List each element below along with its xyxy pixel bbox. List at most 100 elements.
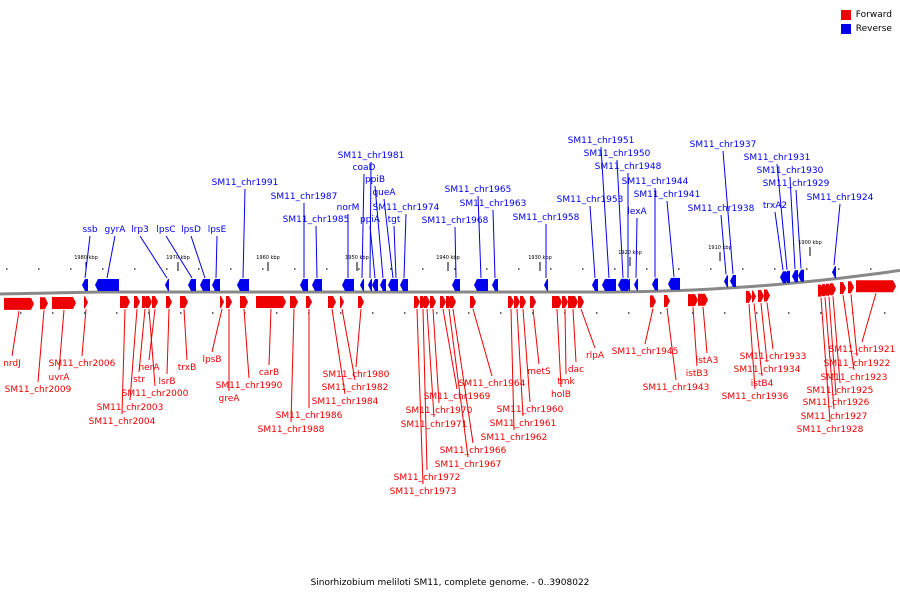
forward-gene-label: metS <box>527 367 551 377</box>
reverse-leader <box>720 214 727 275</box>
forward-gene-feature <box>568 296 578 308</box>
forward-leader <box>666 307 677 381</box>
tick-dot <box>390 268 392 270</box>
forward-gene-feature <box>746 290 752 303</box>
forward-gene-feature <box>514 296 520 308</box>
forward-gene-label: SM11_chr1966 <box>440 446 507 456</box>
reverse-gene-feature <box>452 279 460 291</box>
forward-leader <box>748 303 756 390</box>
reverse-gene-label: SM11_chr1987 <box>271 192 338 202</box>
reverse-leader <box>383 198 394 279</box>
forward-gene-label: SM11_chr1988 <box>258 425 325 435</box>
reverse-gene-feature <box>780 271 786 284</box>
tick-dot <box>230 268 232 270</box>
forward-leader <box>426 308 435 418</box>
reverse-gene-feature <box>165 279 169 291</box>
forward-gene-feature <box>328 296 336 308</box>
forward-gene-feature <box>290 296 298 308</box>
tick-dot <box>838 268 840 270</box>
reverse-gene-label: ssb <box>82 225 97 235</box>
forward-gene-feature <box>134 296 140 308</box>
scale-label: 1940 kbp <box>436 255 460 261</box>
reverse-swatch <box>840 24 851 34</box>
reverse-gene-feature <box>492 279 498 291</box>
reverse-leader <box>215 235 218 279</box>
reverse-leader <box>165 235 193 279</box>
reverse-leader <box>369 161 372 279</box>
forward-gene-label: istB3 <box>686 369 709 379</box>
reverse-gene-feature <box>95 279 119 291</box>
tick-dot <box>660 312 662 314</box>
reverse-gene-feature <box>380 279 386 291</box>
forward-gene-label: SM11_chr1921 <box>829 345 896 355</box>
reverse-leader <box>795 189 802 269</box>
tick-dot <box>678 268 680 270</box>
forward-gene-label: SM11_chr1945 <box>612 347 679 357</box>
scale-label: 1980 kbp <box>74 255 98 261</box>
forward-gene-feature <box>256 296 286 308</box>
reverse-leader <box>190 235 206 279</box>
reverse-gene-label: SM11_chr1941 <box>634 190 701 200</box>
reverse-gene-label: lpsE <box>208 225 227 235</box>
reverse-gene-label: ppiA <box>360 215 381 225</box>
forward-leader <box>532 308 540 365</box>
tick-dot <box>358 268 360 270</box>
forward-gene-feature <box>450 296 456 308</box>
forward-gene-label: SM11_chr1964 <box>459 379 526 389</box>
reverse-leader <box>616 159 624 278</box>
tick-dot <box>500 312 502 314</box>
forward-gene-label: holB <box>551 390 571 400</box>
reverse-gene-label: SM11_chr1968 <box>422 216 489 226</box>
forward-gene-label: SM11_chr2006 <box>49 359 116 369</box>
tick-dot <box>454 268 456 270</box>
map-caption: Sinorhizobium meliloti SM11, complete ge… <box>310 578 590 588</box>
forward-gene-label: SM11_chr1971 <box>401 420 468 430</box>
forward-leader <box>828 296 837 396</box>
forward-gene-feature <box>430 296 436 308</box>
reverse-gene-feature <box>724 275 728 288</box>
forward-gene-feature <box>52 296 76 309</box>
forward-gene-feature <box>358 296 364 308</box>
forward-leader <box>760 302 768 363</box>
reverse-leader <box>369 225 376 279</box>
reverse-gene-label: SM11_chr1938 <box>688 204 755 214</box>
reverse-gene-label: SM11_chr1924 <box>807 193 874 203</box>
reverse-leader <box>374 185 384 279</box>
tick-dot <box>628 312 630 314</box>
forward-gene-label: trxB <box>178 363 197 373</box>
forward-leader <box>702 306 708 354</box>
forward-gene-label: uvrA <box>49 373 71 383</box>
tick-dot <box>372 312 374 314</box>
reverse-gene-label: SM11_chr1948 <box>595 162 662 172</box>
tick-dot <box>84 312 86 314</box>
forward-leader <box>516 308 524 417</box>
genome-backbone <box>0 268 900 314</box>
reverse-strand: ssb gyrA lrp3 lpsC lpsD lpsE SM11_chr1991 SM11_… <box>82 136 874 291</box>
forward-gene-label: SM11_chr2004 <box>89 417 156 427</box>
reverse-gene-label: trxA2 <box>763 201 787 211</box>
forward-gene-label: SM11_chr1961 <box>490 419 557 429</box>
forward-gene-label: SM11_chr1923 <box>821 373 888 383</box>
reverse-leader <box>393 225 397 279</box>
tick-dot <box>724 312 726 314</box>
forward-gene-label: SM11_chr1970 <box>406 406 473 416</box>
tick-dot <box>422 268 424 270</box>
forward-leader <box>290 308 295 423</box>
forward-gene-label: SM11_chr1936 <box>722 392 789 402</box>
forward-gene-feature <box>414 296 420 308</box>
reverse-leader <box>492 209 496 279</box>
reverse-leader <box>666 200 675 277</box>
forward-gene-label: SM11_chr1986 <box>276 411 343 421</box>
reverse-gene-feature <box>368 279 372 291</box>
tick-dot <box>6 268 8 270</box>
reverse-leader <box>454 226 457 279</box>
forward-gene-label: greA <box>219 394 241 404</box>
reverse-gene-label: queA <box>372 188 396 198</box>
reverse-gene-label: ppiB <box>365 175 385 185</box>
forward-leader <box>556 308 562 388</box>
forward-gene-feature <box>830 283 836 296</box>
reverse-leader <box>139 235 168 279</box>
tick-dot <box>436 312 438 314</box>
forward-gene-feature <box>530 296 536 308</box>
